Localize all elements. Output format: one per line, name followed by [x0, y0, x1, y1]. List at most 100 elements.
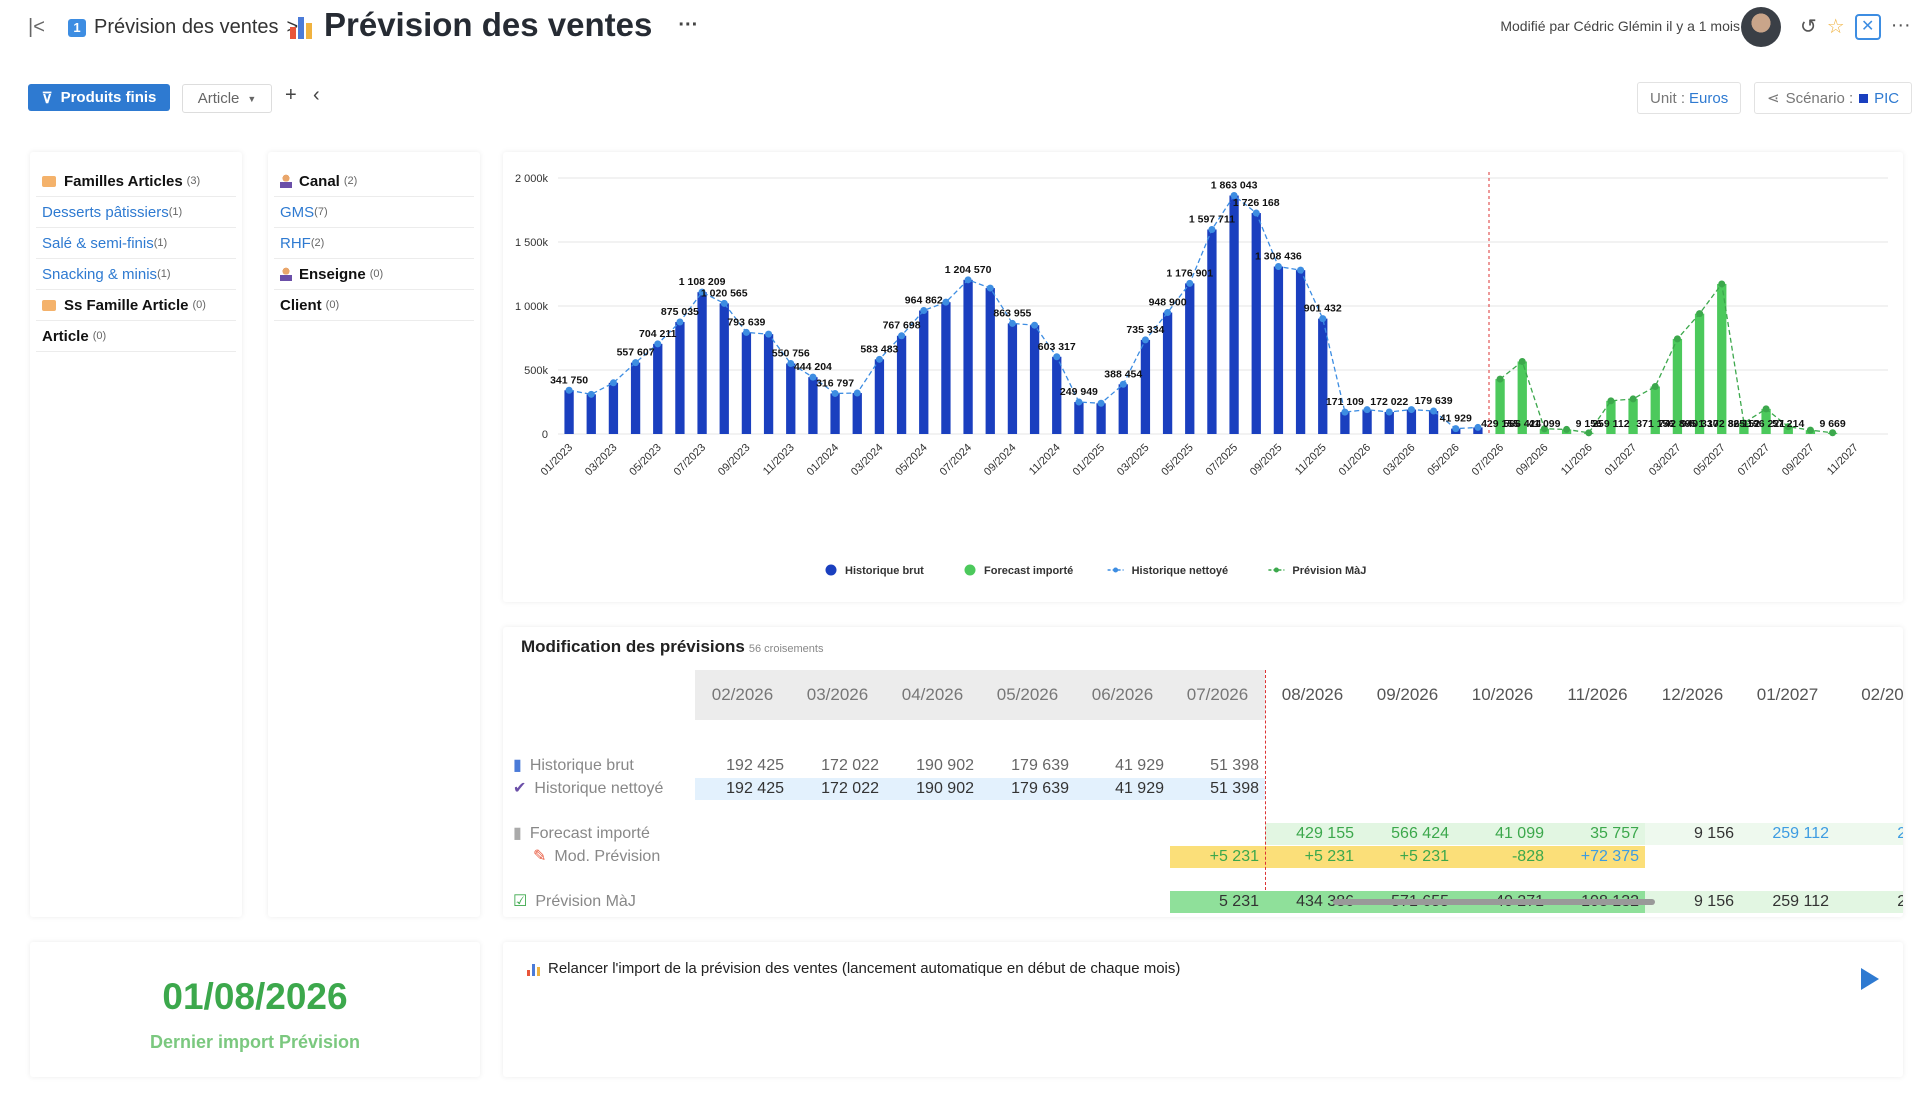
filter-item-gms[interactable]: GMS (7): [274, 197, 474, 228]
data-label: 704 211: [639, 328, 677, 340]
column-header[interactable]: 08/2026: [1281, 685, 1344, 704]
line-prevision-maj-point: [1718, 280, 1726, 288]
history-icon[interactable]: ↺: [1800, 16, 1817, 38]
bar-forecast-importe: [1783, 426, 1793, 434]
bar-forecast-importe: [1606, 400, 1616, 434]
line-historique-nettoye-point: [632, 359, 640, 367]
article-select[interactable]: Article ▼: [182, 84, 272, 113]
more-options-icon[interactable]: ···: [678, 13, 699, 36]
row-label: ▮ Forecast importé: [513, 823, 650, 845]
bar-historique-brut: [963, 279, 973, 434]
line-historique-nettoye-point: [676, 318, 684, 326]
collapse-sidebar-icon[interactable]: |<: [28, 16, 45, 38]
x-tick-label: 01/2024: [805, 442, 842, 479]
data-label: 901 432: [1304, 303, 1342, 315]
line-historique-nettoye-point: [1186, 279, 1194, 287]
scrollbar-thumb[interactable]: [1333, 899, 1655, 905]
column-header[interactable]: 03/2026: [790, 670, 885, 720]
filter-button-label: Produits finis: [60, 89, 157, 106]
add-icon[interactable]: +: [285, 84, 297, 106]
last-import-card: 01/08/2026 Dernier import Prévision: [30, 942, 480, 1077]
bar-historique-brut: [874, 359, 885, 434]
x-tick-label: 09/2026: [1514, 442, 1551, 479]
data-label: 863 955: [993, 307, 1031, 319]
bar-historique-brut: [786, 363, 796, 434]
play-icon[interactable]: [1861, 968, 1879, 990]
bar-historique-brut: [852, 393, 862, 434]
data-label: 259 112: [1592, 418, 1630, 430]
column-header[interactable]: 04/2026: [885, 670, 980, 720]
data-label: 583 483: [860, 343, 898, 355]
pencil-icon: ✎: [533, 848, 547, 865]
star-icon[interactable]: ☆: [1826, 16, 1845, 38]
line-prevision-maj-point: [1585, 429, 1593, 437]
data-label: 171 109: [1326, 396, 1364, 408]
column-header[interactable]: 02/2026: [695, 670, 790, 720]
column-header[interactable]: 12/2026: [1661, 685, 1724, 704]
table-cell: 5 231: [1170, 891, 1265, 913]
line-historique-nettoye-point: [787, 360, 795, 368]
line-historique-nettoye-point: [1341, 408, 1349, 416]
table-cell: 274: [1835, 823, 1903, 845]
table-cell[interactable]: +72 375: [1550, 846, 1645, 868]
horizontal-scrollbar[interactable]: [513, 895, 1893, 909]
x-tick-label: 07/2024: [938, 442, 975, 479]
column-header[interactable]: 11/2026: [1567, 685, 1628, 704]
x-tick-label: 11/2027: [1825, 442, 1861, 478]
unit-selector[interactable]: Unit : Euros: [1637, 82, 1742, 114]
data-label: 735 334: [1126, 324, 1164, 336]
relaunch-import-label: Relancer l'import de la prévision des ve…: [548, 960, 1181, 977]
column-header[interactable]: 10/2026: [1471, 685, 1534, 704]
table-cell[interactable]: +5 231: [1170, 846, 1265, 868]
column-header[interactable]: 06/2026: [1075, 670, 1170, 720]
filter-item-sale[interactable]: Salé & semi-finis (1): [36, 228, 236, 259]
filter-header-ss-famille[interactable]: Ss Famille Article (0): [36, 290, 236, 321]
bar-forecast-importe: [1717, 283, 1727, 434]
column-header[interactable]: 09/2026: [1376, 685, 1439, 704]
forecast-table: 02/2026 03/2026 04/2026 05/2026 06/2026 07/20…: [503, 670, 1903, 913]
filter-item-desserts[interactable]: Desserts pâtissiers (1): [36, 197, 236, 228]
more-icon[interactable]: ···: [1890, 14, 1911, 36]
line-historique-nettoye-point: [898, 332, 906, 340]
filter-header-canal[interactable]: Canal (2): [274, 166, 474, 197]
line-prevision-maj-point: [1496, 375, 1504, 383]
line-historique-nettoye-point: [1208, 225, 1216, 233]
line-historique-nettoye-point: [809, 373, 817, 381]
line-historique-nettoye-point: [720, 299, 728, 307]
x-tick-label: 05/2025: [1159, 442, 1196, 479]
filter-item-snacking[interactable]: Snacking & minis (1): [36, 259, 236, 290]
column-header[interactable]: 05/2026: [980, 670, 1075, 720]
x-tick-label: 05/2026: [1425, 442, 1462, 479]
column-header[interactable]: 01/2027: [1756, 685, 1819, 704]
data-label: 566 424: [1503, 418, 1541, 430]
bar-historique-brut: [1096, 403, 1106, 434]
filter-header-familles[interactable]: Familles Articles (3): [36, 166, 236, 197]
scenario-selector[interactable]: ⋖ Scénario : PIC: [1754, 82, 1913, 114]
table-cell[interactable]: +5 231: [1360, 846, 1455, 868]
filter-header-enseigne[interactable]: Enseigne (0): [274, 259, 474, 290]
produits-finis-filter-button[interactable]: ⊽ Produits finis: [28, 84, 170, 111]
table-cell: 41 929: [1075, 778, 1170, 800]
column-header[interactable]: 02/20: [1861, 685, 1903, 704]
filter-header-article[interactable]: Article (0): [36, 321, 236, 352]
filter-header-client[interactable]: Client (0): [274, 290, 474, 321]
tools-icon[interactable]: ✕: [1854, 14, 1881, 40]
data-label: 57 214: [1772, 418, 1804, 430]
filter-header-label: Client: [280, 296, 322, 314]
line-prevision-maj-point: [1696, 310, 1704, 318]
table-cell[interactable]: +5 231: [1265, 846, 1360, 868]
avatar[interactable]: [1741, 7, 1781, 47]
breadcrumb[interactable]: 1 Prévision des ventes >: [68, 16, 298, 39]
breadcrumb-label[interactable]: Prévision des ventes: [94, 16, 279, 38]
table-cell: 172 022: [790, 778, 885, 800]
chevron-left-icon[interactable]: ‹: [313, 84, 320, 106]
table-cell[interactable]: -828: [1455, 846, 1550, 868]
bar-historique-brut: [919, 310, 929, 434]
bar-forecast-importe: [1739, 422, 1749, 434]
filter-item-rhf[interactable]: RHF (2): [274, 228, 474, 259]
table-cell: 259 112: [1740, 891, 1835, 913]
bar-forecast-importe: [1694, 313, 1705, 434]
column-header[interactable]: 07/2026: [1170, 670, 1265, 720]
row-label: ✎ Mod. Prévision: [533, 846, 660, 868]
x-tick-label: 01/2023: [539, 442, 576, 479]
